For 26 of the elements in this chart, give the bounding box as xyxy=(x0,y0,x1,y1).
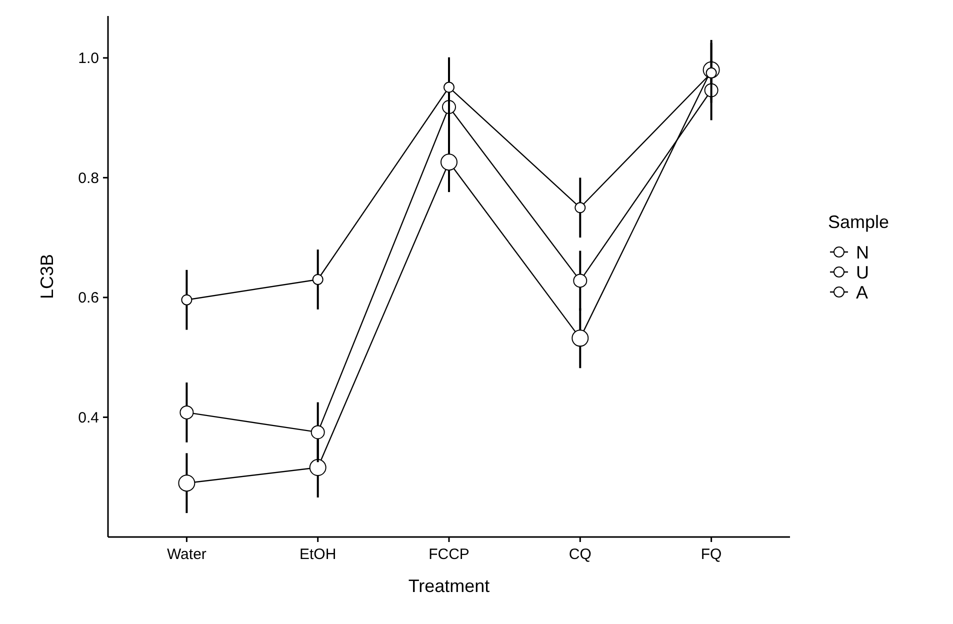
x-tick-label: Water xyxy=(166,546,206,563)
x-tick-label: EtOH xyxy=(300,546,336,563)
point xyxy=(312,274,324,285)
y-tick-label: 0.8 xyxy=(78,170,99,187)
x-tick-label: FQ xyxy=(700,546,722,563)
x-axis-title: Treatment xyxy=(408,576,490,596)
legend-title: Sample xyxy=(828,212,890,232)
point xyxy=(573,274,588,288)
point xyxy=(440,154,458,171)
y-tick-label: 0.6 xyxy=(78,290,99,307)
y-tick-label: 1.0 xyxy=(78,50,99,68)
legend-label: N xyxy=(856,242,869,262)
legend-label: U xyxy=(856,262,869,282)
point xyxy=(572,330,589,347)
x-tick-label: CQ xyxy=(568,546,592,563)
point xyxy=(181,294,192,306)
y-axis-title: LC3B xyxy=(37,254,57,300)
point xyxy=(444,82,454,93)
legend-label: A xyxy=(856,282,868,302)
point xyxy=(309,459,326,476)
point xyxy=(574,202,586,214)
point xyxy=(310,425,325,440)
y-tick-label: 0.4 xyxy=(78,409,99,426)
point xyxy=(178,474,196,492)
x-tick-label: FCCP xyxy=(428,546,470,563)
point xyxy=(180,405,194,420)
